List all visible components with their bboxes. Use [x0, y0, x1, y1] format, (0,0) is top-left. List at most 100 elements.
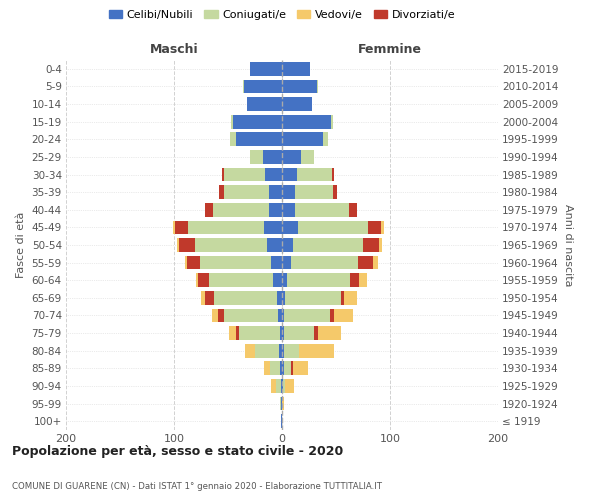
Bar [271, 379, 275, 393]
Bar [205, 203, 213, 216]
Bar [188, 220, 263, 234]
Bar [245, 344, 255, 358]
Bar [267, 238, 282, 252]
Bar [269, 203, 282, 216]
Bar [285, 291, 341, 304]
Bar [285, 379, 294, 393]
Bar [332, 168, 334, 181]
Bar [282, 168, 297, 181]
Bar [214, 291, 277, 304]
Bar [281, 414, 282, 428]
Text: Maschi: Maschi [149, 44, 199, 57]
Bar [281, 379, 282, 393]
Bar [218, 308, 224, 322]
Bar [243, 80, 244, 94]
Bar [224, 168, 265, 181]
Bar [323, 132, 328, 146]
Bar [282, 379, 283, 393]
Bar [282, 291, 285, 304]
Bar [282, 308, 284, 322]
Bar [224, 186, 269, 199]
Bar [287, 274, 350, 287]
Bar [270, 362, 280, 375]
Bar [379, 238, 382, 252]
Bar [281, 396, 282, 410]
Bar [244, 80, 282, 94]
Bar [350, 274, 359, 287]
Bar [299, 344, 334, 358]
Bar [284, 326, 314, 340]
Bar [329, 308, 334, 322]
Bar [250, 62, 282, 76]
Bar [282, 396, 284, 410]
Bar [282, 97, 312, 111]
Y-axis label: Fasce di età: Fasce di età [16, 212, 26, 278]
Bar [220, 186, 224, 199]
Bar [198, 274, 209, 287]
Bar [239, 326, 280, 340]
Bar [317, 326, 341, 340]
Bar [209, 274, 274, 287]
Bar [297, 168, 332, 181]
Bar [363, 238, 379, 252]
Bar [173, 220, 175, 234]
Bar [293, 238, 363, 252]
Bar [282, 238, 293, 252]
Bar [280, 396, 281, 410]
Bar [282, 132, 323, 146]
Bar [274, 274, 282, 287]
Bar [221, 168, 224, 181]
Bar [179, 238, 194, 252]
Bar [250, 150, 263, 164]
Bar [201, 291, 205, 304]
Bar [333, 186, 337, 199]
Bar [236, 132, 282, 146]
Bar [334, 308, 353, 322]
Bar [282, 220, 298, 234]
Bar [263, 150, 282, 164]
Bar [282, 344, 284, 358]
Bar [247, 97, 282, 111]
Bar [275, 379, 281, 393]
Bar [231, 115, 233, 128]
Bar [284, 344, 299, 358]
Bar [314, 326, 317, 340]
Bar [331, 115, 333, 128]
Bar [282, 203, 295, 216]
Bar [175, 220, 188, 234]
Bar [265, 168, 282, 181]
Bar [284, 308, 329, 322]
Bar [230, 132, 236, 146]
Text: Femmine: Femmine [358, 44, 422, 57]
Bar [280, 326, 282, 340]
Bar [236, 326, 239, 340]
Bar [282, 62, 310, 76]
Bar [373, 256, 378, 270]
Bar [283, 379, 285, 393]
Bar [301, 150, 314, 164]
Bar [263, 220, 282, 234]
Bar [185, 256, 187, 270]
Bar [280, 362, 282, 375]
Bar [200, 256, 271, 270]
Bar [293, 362, 308, 375]
Bar [233, 115, 282, 128]
Bar [295, 186, 333, 199]
Bar [271, 256, 282, 270]
Bar [263, 362, 270, 375]
Bar [282, 186, 295, 199]
Bar [282, 150, 301, 164]
Bar [282, 256, 290, 270]
Bar [282, 362, 284, 375]
Legend: Celibi/Nubili, Coniugati/e, Vedovi/e, Divorziati/e: Celibi/Nubili, Coniugati/e, Vedovi/e, Di… [104, 6, 460, 25]
Bar [177, 238, 179, 252]
Y-axis label: Anni di nascita: Anni di nascita [563, 204, 573, 286]
Bar [341, 291, 344, 304]
Bar [269, 186, 282, 199]
Bar [282, 80, 317, 94]
Bar [290, 256, 358, 270]
Bar [212, 308, 218, 322]
Bar [196, 274, 198, 287]
Text: Popolazione per età, sesso e stato civile - 2020: Popolazione per età, sesso e stato civil… [12, 444, 343, 458]
Bar [382, 220, 383, 234]
